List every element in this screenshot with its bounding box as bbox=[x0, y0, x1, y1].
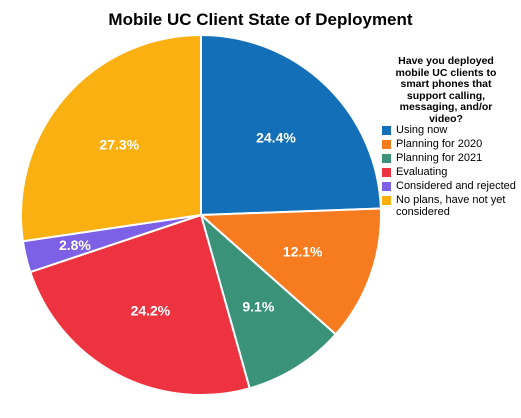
legend-swatch bbox=[382, 126, 391, 135]
slice-label-evaluating: 24.2% bbox=[131, 302, 171, 318]
pie-slice-evaluating bbox=[29, 213, 251, 396]
legend-label: Planning for 2020 bbox=[396, 138, 483, 150]
legend-title: Have you deployed mobile UC clients to s… bbox=[395, 55, 497, 125]
legend-label: Evaluating bbox=[396, 166, 448, 178]
pie-slice-planning-for-2021 bbox=[199, 211, 338, 390]
legend-item-planning-for-2021: Planning for 2021 bbox=[382, 152, 518, 164]
legend-swatch bbox=[382, 182, 391, 191]
legend-item-no-plans-have-not-yet-considered: No plans, have not yet considered bbox=[382, 194, 518, 218]
chart-title: Mobile UC Client State of Deployment bbox=[108, 10, 413, 29]
slice-label-using-now: 24.4% bbox=[256, 129, 296, 145]
legend-swatch bbox=[382, 196, 391, 205]
pie-slice-planning-for-2020 bbox=[198, 207, 382, 336]
pie-slice-using-now bbox=[200, 33, 382, 217]
legend-label: Considered and rejected bbox=[396, 180, 516, 192]
legend-label: No plans, have not yet considered bbox=[396, 194, 506, 218]
legend-swatch bbox=[382, 168, 391, 177]
legend-item-planning-for-2020: Planning for 2020 bbox=[382, 138, 518, 150]
legend-label: Planning for 2021 bbox=[396, 152, 483, 164]
legend-item-evaluating: Evaluating bbox=[382, 166, 518, 178]
slice-label-considered-and-rejected: 2.8% bbox=[59, 237, 91, 253]
legend-swatch bbox=[382, 154, 391, 163]
legend-label: Using now bbox=[396, 124, 448, 136]
slice-label-planning-for-2021: 9.1% bbox=[242, 299, 274, 315]
legend-item-using-now: Using now bbox=[382, 124, 518, 136]
legend: Using now Planning for 2020 Planning for 2… bbox=[382, 124, 518, 220]
slice-label-planning-for-2020: 12.1% bbox=[283, 243, 323, 259]
legend-item-considered-and-rejected: Considered and rejected bbox=[382, 180, 518, 192]
pie-slice-no-plans-have-not-yet-considered bbox=[20, 33, 202, 243]
slice-label-no-plans-have-not-yet-considered: 27.3% bbox=[99, 136, 139, 152]
legend-swatch bbox=[382, 140, 391, 149]
